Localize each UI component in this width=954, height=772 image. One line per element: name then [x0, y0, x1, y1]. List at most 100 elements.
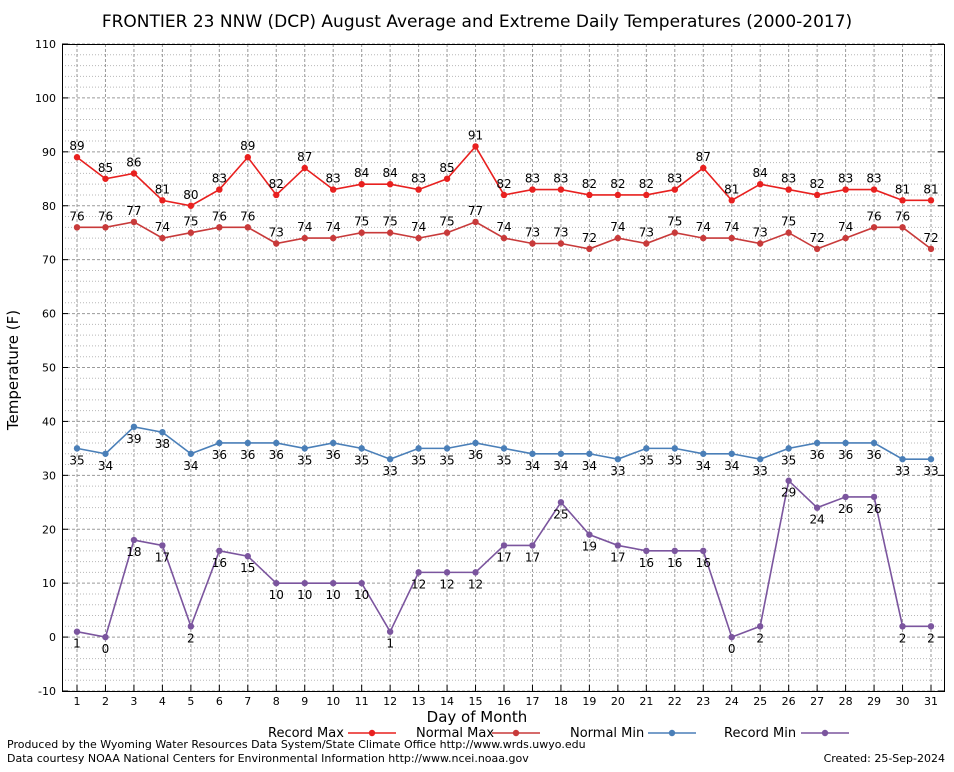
data-point	[586, 450, 593, 457]
y-tick-label: 100	[35, 92, 56, 105]
data-label: 36	[468, 448, 483, 462]
legend-marker	[821, 729, 829, 737]
data-point	[557, 186, 565, 193]
data-label: 89	[240, 139, 255, 153]
data-point	[500, 542, 508, 549]
data-point	[643, 191, 650, 199]
data-point	[415, 445, 422, 452]
data-label: 72	[809, 231, 824, 245]
data-label: 81	[895, 182, 910, 196]
data-label: 85	[439, 161, 454, 175]
footer-produced-by: Produced by the Wyoming Water Resources …	[7, 738, 586, 751]
data-label: 33	[610, 464, 625, 478]
x-tick-label: 22	[668, 695, 682, 708]
data-label: 35	[496, 453, 511, 467]
x-tick-label: 10	[326, 695, 340, 708]
data-label: 33	[753, 464, 768, 478]
data-label: 75	[382, 215, 397, 229]
data-label: 82	[582, 177, 597, 191]
data-point	[415, 234, 422, 242]
y-tick-label: 60	[42, 308, 56, 321]
data-point	[671, 547, 678, 555]
data-point	[785, 229, 792, 236]
data-label: 12	[439, 577, 454, 591]
data-label: 84	[753, 166, 768, 180]
data-label: 10	[354, 588, 369, 602]
data-point	[386, 455, 394, 463]
data-point	[870, 493, 878, 501]
data-point	[842, 439, 849, 447]
data-label: 81	[724, 182, 739, 196]
data-label: 2	[187, 631, 195, 645]
data-point	[130, 218, 138, 226]
x-tick-label: 26	[782, 695, 796, 708]
data-label: 83	[326, 172, 341, 186]
data-label: 0	[102, 642, 110, 656]
data-label: 34	[553, 459, 568, 473]
data-point	[330, 439, 337, 447]
data-point	[500, 191, 508, 199]
data-label: 2	[756, 631, 764, 645]
data-label: 34	[98, 459, 113, 473]
data-point	[671, 445, 678, 452]
data-point	[557, 499, 565, 506]
x-tick-label: 12	[383, 695, 397, 708]
data-label: 74	[297, 220, 312, 234]
data-point	[557, 450, 565, 457]
data-point	[700, 164, 707, 172]
data-label: 85	[98, 161, 113, 175]
data-label: 83	[411, 172, 426, 186]
data-label: 82	[610, 177, 625, 191]
data-label: 34	[724, 459, 739, 473]
data-point	[73, 224, 81, 231]
data-point	[187, 623, 195, 630]
data-label: 91	[468, 128, 483, 142]
legend-item: Record Max	[268, 726, 396, 741]
data-label: 10	[326, 588, 341, 602]
x-tick-label: 31	[924, 695, 938, 708]
data-label: 33	[923, 464, 938, 478]
data-point	[130, 170, 138, 177]
data-point	[102, 175, 109, 182]
data-point	[500, 445, 508, 452]
legend-label: Record Max	[268, 726, 344, 741]
data-point	[472, 218, 479, 226]
data-label: 18	[126, 545, 141, 559]
y-tick-label: 50	[42, 362, 56, 375]
data-point	[301, 579, 308, 587]
data-point	[842, 186, 849, 193]
data-point	[728, 234, 735, 242]
data-point	[358, 180, 365, 188]
x-tick-label: 8	[273, 695, 280, 708]
x-tick-label: 28	[839, 695, 853, 708]
data-point	[330, 234, 337, 242]
x-axis-ticks: 1 2 3 4 5 6 7 8 9 10 11 12 13 14 15 16 17 18 19 20 21 22 23 24 2…	[74, 685, 938, 708]
plot-frame	[62, 44, 945, 692]
data-label: 36	[240, 448, 255, 462]
y-tick-label: 40	[42, 415, 56, 428]
data-point	[529, 542, 536, 549]
series-layer: 89 85 86 81 80 83 89 82 87 83 84 84 83 85 91 82 83 83 82 82…	[69, 128, 938, 656]
y-tick-label: 70	[42, 254, 56, 267]
data-label: 75	[781, 215, 796, 229]
data-label: 35	[667, 453, 682, 467]
data-point	[216, 224, 223, 231]
data-point	[130, 536, 138, 544]
data-point	[130, 423, 138, 431]
data-label: 35	[781, 453, 796, 467]
data-label: 26	[838, 502, 853, 516]
data-label: 73	[639, 225, 654, 239]
data-label: 73	[525, 225, 540, 239]
data-point	[443, 445, 451, 452]
data-point	[443, 229, 451, 236]
data-point	[899, 224, 906, 231]
data-label: 87	[696, 150, 711, 164]
y-tick-label: 0	[49, 631, 56, 644]
data-label: 75	[439, 215, 454, 229]
legend-item: Normal Max	[416, 726, 540, 741]
data-point	[614, 455, 622, 463]
data-point	[273, 439, 280, 447]
data-label: 2	[927, 631, 935, 645]
